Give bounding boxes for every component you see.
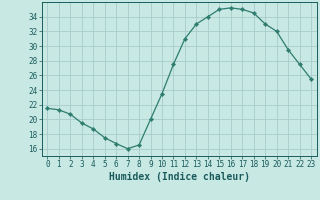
X-axis label: Humidex (Indice chaleur): Humidex (Indice chaleur) (109, 172, 250, 182)
